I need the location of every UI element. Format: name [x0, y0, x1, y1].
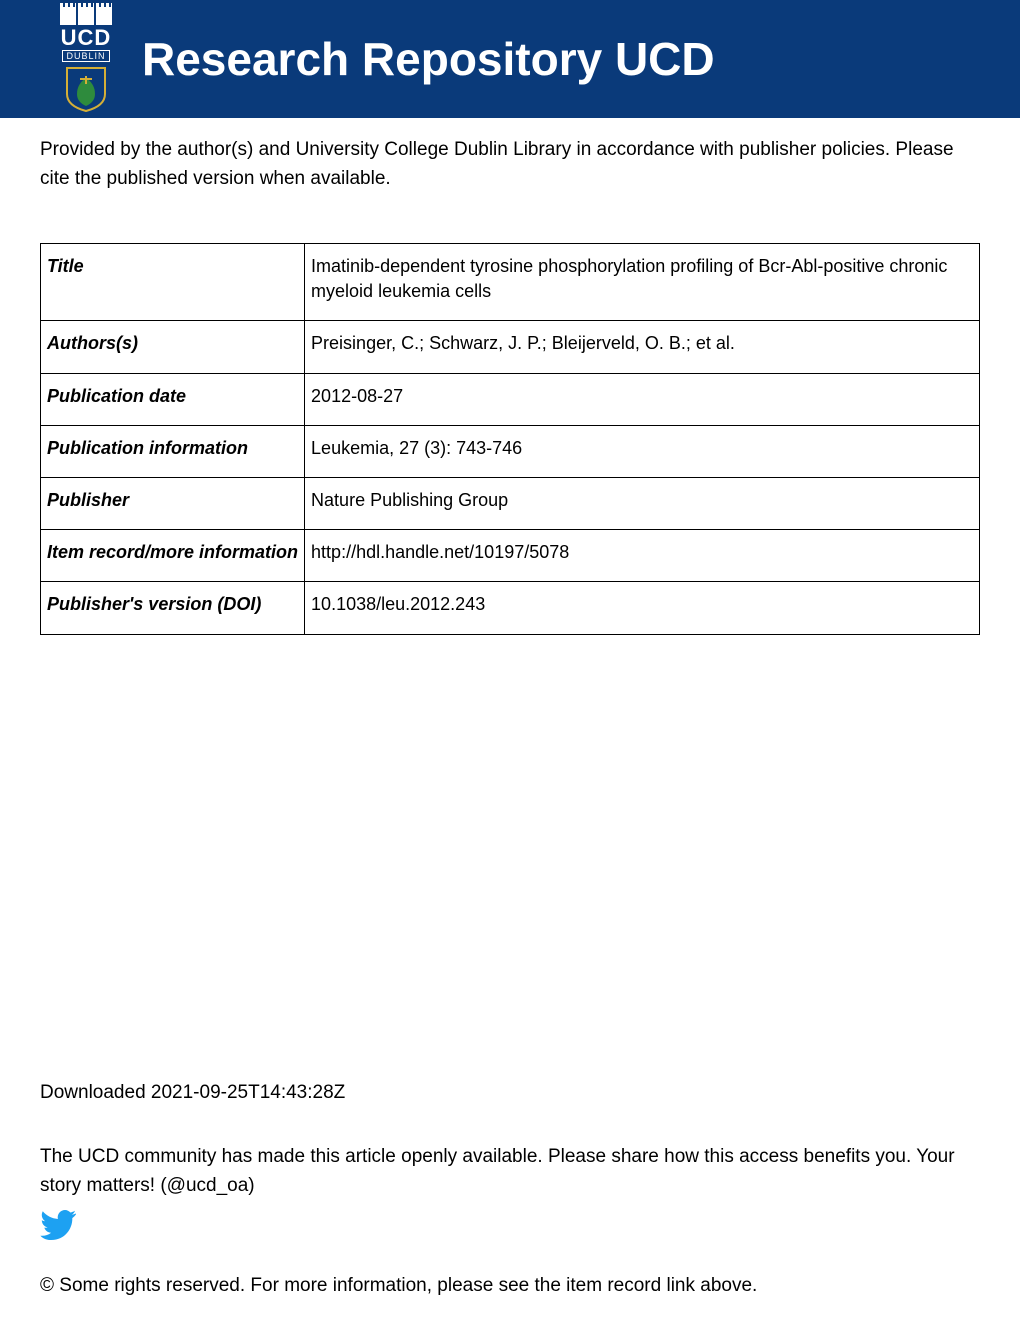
metadata-table: Title Imatinib-dependent tyrosine phosph… — [40, 243, 980, 635]
rights-text: © Some rights reserved. For more informa… — [40, 1272, 980, 1301]
metadata-label: Publication date — [41, 373, 305, 425]
metadata-label: Item record/more information — [41, 530, 305, 582]
intro-text: Provided by the author(s) and University… — [0, 118, 1020, 193]
ucd-logo: UCD DUBLIN — [60, 7, 112, 112]
metadata-value: 10.1038/leu.2012.243 — [305, 582, 980, 634]
shield-icon — [65, 66, 107, 112]
metadata-label: Publication information — [41, 425, 305, 477]
logo-text: UCD — [61, 27, 112, 49]
metadata-label: Publisher — [41, 477, 305, 529]
header-banner: UCD DUBLIN Research Repository UCD — [0, 0, 1020, 118]
metadata-value: http://hdl.handle.net/10197/5078 — [305, 530, 980, 582]
community-text: The UCD community has made this article … — [40, 1143, 980, 1200]
metadata-label: Authors(s) — [41, 321, 305, 373]
table-row: Item record/more information http://hdl.… — [41, 530, 980, 582]
downloaded-timestamp: Downloaded 2021-09-25T14:43:28Z — [40, 1079, 980, 1108]
metadata-value: 2012-08-27 — [305, 373, 980, 425]
metadata-value: Imatinib-dependent tyrosine phosphorylat… — [305, 244, 980, 321]
logo-subtext: DUBLIN — [62, 50, 109, 62]
table-row: Publisher Nature Publishing Group — [41, 477, 980, 529]
metadata-label: Publisher's version (DOI) — [41, 582, 305, 634]
table-row: Authors(s) Preisinger, C.; Schwarz, J. P… — [41, 321, 980, 373]
table-row: Title Imatinib-dependent tyrosine phosph… — [41, 244, 980, 321]
metadata-value: Preisinger, C.; Schwarz, J. P.; Bleijerv… — [305, 321, 980, 373]
twitter-icon[interactable] — [40, 1210, 76, 1240]
table-row: Publication information Leukemia, 27 (3)… — [41, 425, 980, 477]
footer-section: Downloaded 2021-09-25T14:43:28Z The UCD … — [40, 1079, 980, 1301]
table-row: Publisher's version (DOI) 10.1038/leu.20… — [41, 582, 980, 634]
metadata-label: Title — [41, 244, 305, 321]
metadata-value: Leukemia, 27 (3): 743-746 — [305, 425, 980, 477]
metadata-value: Nature Publishing Group — [305, 477, 980, 529]
table-row: Publication date 2012-08-27 — [41, 373, 980, 425]
logo-castles-icon — [60, 7, 112, 25]
banner-title: Research Repository UCD — [142, 32, 715, 86]
